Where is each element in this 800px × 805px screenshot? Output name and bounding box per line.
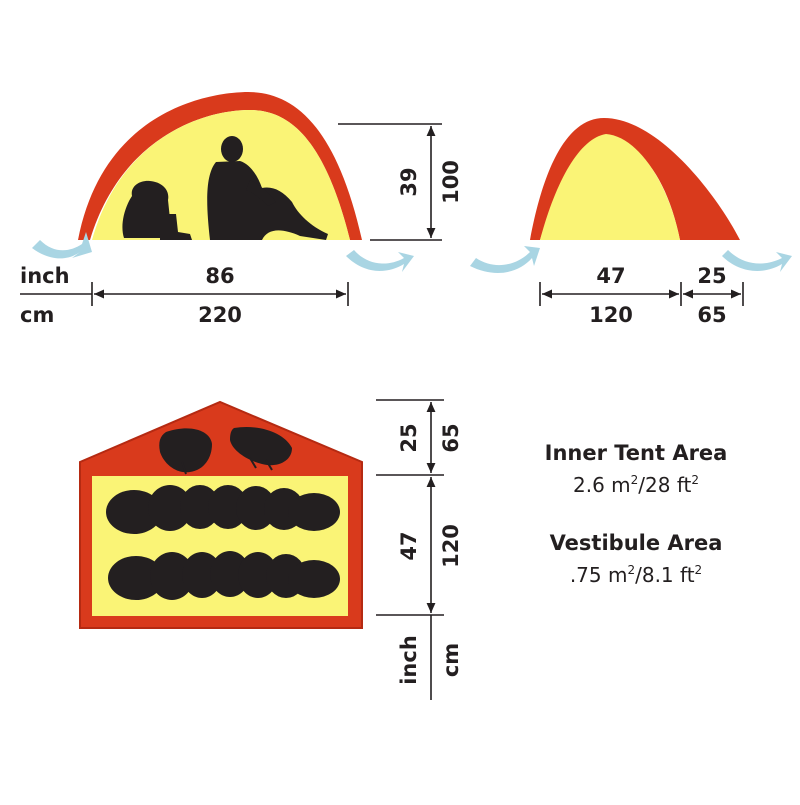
sleeping-bag-top [106,485,340,534]
backpack-silhouette [122,180,192,240]
side-fly [78,92,362,240]
inner-area-value: 2.6 m2/28 ft2 [573,473,699,497]
end-view: 47 120 25 65 [470,118,792,327]
vent-arrow-end-left [470,246,540,273]
side-width-inch: 86 [205,264,234,288]
person-silhouette [207,136,328,240]
inner-area-title: Inner Tent Area [545,441,728,465]
floor-vest-inch: 25 [397,423,421,452]
unit-label-inch: inch [20,264,70,288]
end-inner-inch: 47 [596,264,625,288]
side-width-cm: 220 [198,303,242,327]
area-info: Inner Tent Area 2.6 m2/28 ft2 Vestibule … [545,441,728,587]
vent-arrow-left [32,232,92,259]
side-height-cm: 100 [439,160,463,204]
floor-unit-cm: cm [439,643,463,677]
sleeping-bag-bottom [108,551,340,600]
end-vest-inch: 25 [697,264,726,288]
floor-inner-inch: 47 [397,531,421,560]
vent-arrow-right [346,250,414,272]
vent-arrow-end-right [722,250,792,272]
end-inner-cm: 120 [589,303,633,327]
boots-silhouette [159,426,292,475]
floor-unit-inch: inch [397,635,421,685]
floor-fly-edge [79,400,363,629]
unit-label-cm: cm [20,303,54,327]
end-vest-cm: 65 [697,303,726,327]
end-inner [540,134,680,240]
side-height-inch: 39 [397,167,421,196]
vestibule-area-value: .75 m2/8.1 ft2 [570,563,702,587]
floor-inner-cm: 120 [439,524,463,568]
vestibule-area-title: Vestibule Area [550,531,723,555]
floor-vest-cm: 65 [439,423,463,452]
side-view: 39 100 86 220 inch cm [20,92,463,327]
floor-plan: 25 65 47 120 inch cm [79,399,463,700]
